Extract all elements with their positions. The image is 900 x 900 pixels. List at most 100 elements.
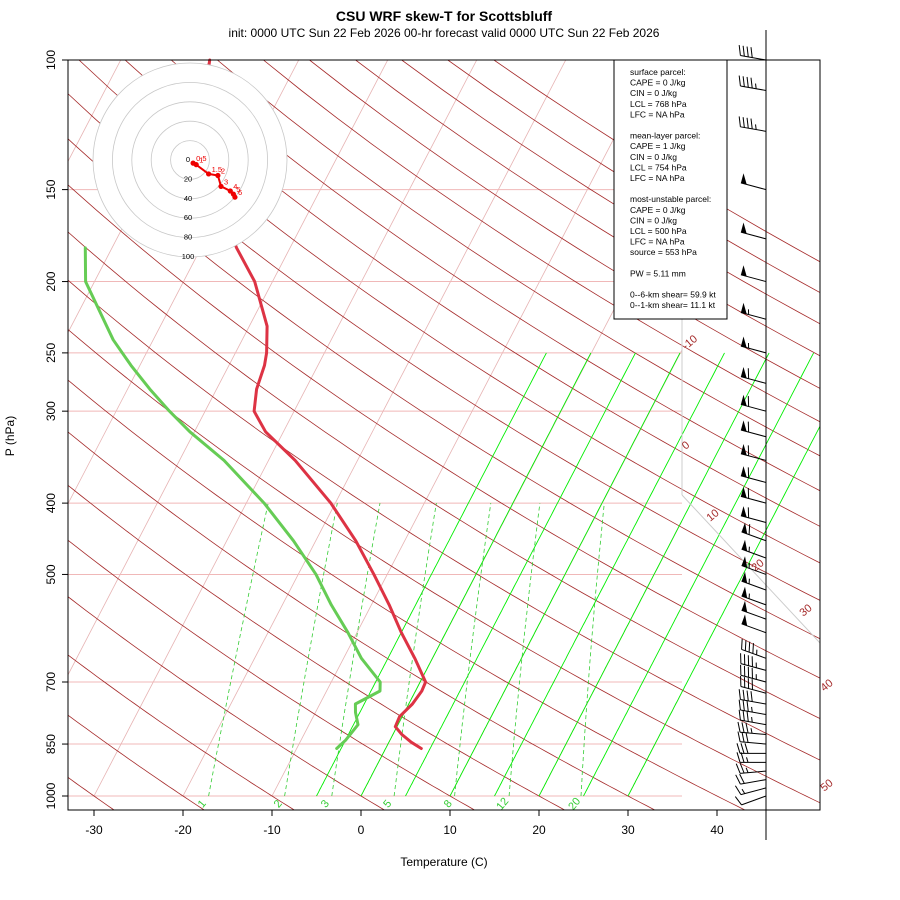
wind-barb-staff [740, 663, 767, 671]
hodograph-ring [131, 101, 249, 219]
dry-adiabat-line [68, 328, 820, 804]
y-tick-label: 150 [44, 179, 58, 199]
wind-barb [735, 773, 767, 785]
mixing-ratio-line [454, 503, 492, 797]
isotherm-label: -10 [680, 333, 700, 352]
wind-barb-full [750, 691, 753, 702]
wind-barb-full [746, 117, 749, 129]
wind-barb-full [746, 711, 749, 722]
wind-barb [740, 486, 767, 504]
info-line: LFC = NA hPa [630, 109, 685, 119]
wind-barb-pennant [740, 367, 747, 379]
dry-adiabat-line [68, 431, 656, 810]
wind-barb [740, 336, 767, 354]
info-line: source = 553 hPa [630, 247, 697, 257]
dry-adiabat-line [217, 60, 820, 457]
dry-adiabat-line [68, 379, 746, 810]
wind-barb-staff [740, 719, 767, 726]
y-tick-label: 1000 [44, 782, 58, 809]
x-tick-label: 0 [358, 823, 365, 837]
hodograph-ring [112, 82, 268, 238]
wind-barb-staff [740, 674, 767, 683]
isotherm-label: 30 [798, 602, 815, 619]
wind-barb-full [742, 117, 745, 128]
wind-barb [740, 222, 767, 240]
info-line: 0--6-km shear= 59.9 kt [630, 290, 716, 300]
mixing-ratio-label: 1 [196, 798, 209, 810]
wind-barb [738, 709, 767, 726]
y-tick-label: 250 [44, 343, 58, 363]
wind-barb [740, 173, 767, 191]
wind-barb-pennant [741, 539, 748, 552]
wind-barb-full [752, 643, 754, 654]
wind-barb-staff [740, 515, 767, 523]
wind-barb [741, 556, 767, 575]
wind-barb [740, 367, 767, 384]
temperature-line [200, 58, 428, 750]
mixing-ratio-line [331, 503, 381, 797]
wind-barb-pennant [740, 420, 747, 432]
wind-barb [735, 763, 767, 774]
hodograph-ring [150, 120, 230, 200]
dry-adiabat-line [170, 60, 820, 492]
x-axis-title: Temperature (C) [400, 855, 487, 869]
y-tick-label: 500 [44, 564, 58, 584]
wind-barb-full [746, 46, 749, 57]
wind-barb-full [748, 524, 751, 535]
wind-barb-staff [741, 580, 767, 591]
y-tick-label: 850 [44, 734, 58, 754]
hodograph-point-label: 6 [238, 188, 242, 197]
dry-adiabat-line [68, 484, 566, 810]
info-line: CIN = 0 J/kg [630, 152, 677, 162]
wind-barb-pennant [740, 222, 747, 234]
wind-barb [741, 539, 767, 559]
hodograph-point [218, 183, 224, 189]
wind-barb-pennant [740, 506, 747, 518]
wind-barb [740, 466, 767, 483]
mixing-ratio-line [208, 503, 269, 797]
y-tick-label: 700 [44, 672, 58, 692]
info-box-frame [613, 59, 728, 320]
wind-barb-full [745, 722, 749, 734]
wind-barb-full [735, 774, 741, 785]
hodograph-ring-label: 100 [182, 252, 195, 261]
dry-adiabat-line [78, 60, 820, 564]
wind-barb-pennant [740, 394, 747, 406]
info-line: CIN = 0 J/kg [630, 215, 677, 225]
isotherm-line [271, 60, 656, 797]
hodograph-point [193, 162, 199, 168]
chart-title: CSU WRF skew-T for Scottsbluff [336, 8, 553, 24]
wind-barb-full [741, 638, 743, 650]
wind-barb-staff [740, 699, 767, 705]
info-line: CIN = 0 J/kg [630, 88, 677, 98]
wind-barb-pennant [741, 586, 748, 599]
hodograph-ring [170, 140, 210, 180]
moist-adiabat-line [583, 352, 814, 797]
wind-barb [738, 689, 767, 705]
moist-adiabat-line [405, 352, 636, 797]
info-line: LCL = 500 hPa [630, 226, 687, 236]
dry-adiabat-line [68, 138, 820, 640]
info-line: LCL = 754 hPa [630, 162, 687, 172]
wind-barb-full [745, 732, 749, 743]
wind-barb-half [755, 124, 757, 130]
dry-adiabat-line [309, 60, 820, 389]
wind-barb-full [739, 763, 745, 774]
wind-barb-full [742, 700, 745, 711]
wind-barb-staff [740, 741, 767, 745]
mixing-ratio-line [284, 503, 338, 797]
wind-barb-full [736, 743, 741, 754]
moist-adiabat-lines [316, 352, 820, 797]
wind-barb-full [740, 743, 745, 754]
info-line: LFC = NA hPa [630, 173, 685, 183]
wind-barb-full [740, 752, 745, 763]
hodograph-point [232, 194, 238, 200]
wind-barb-staff [740, 709, 767, 716]
wind-barb-full [750, 118, 753, 129]
wind-barb-full [738, 75, 741, 87]
wind-barb-pennant [740, 302, 747, 314]
hodograph-point-label: 4 [233, 182, 237, 191]
wind-barb-pennant [741, 571, 748, 584]
wind-barb-pennant [741, 614, 748, 626]
wind-barb [738, 75, 767, 91]
